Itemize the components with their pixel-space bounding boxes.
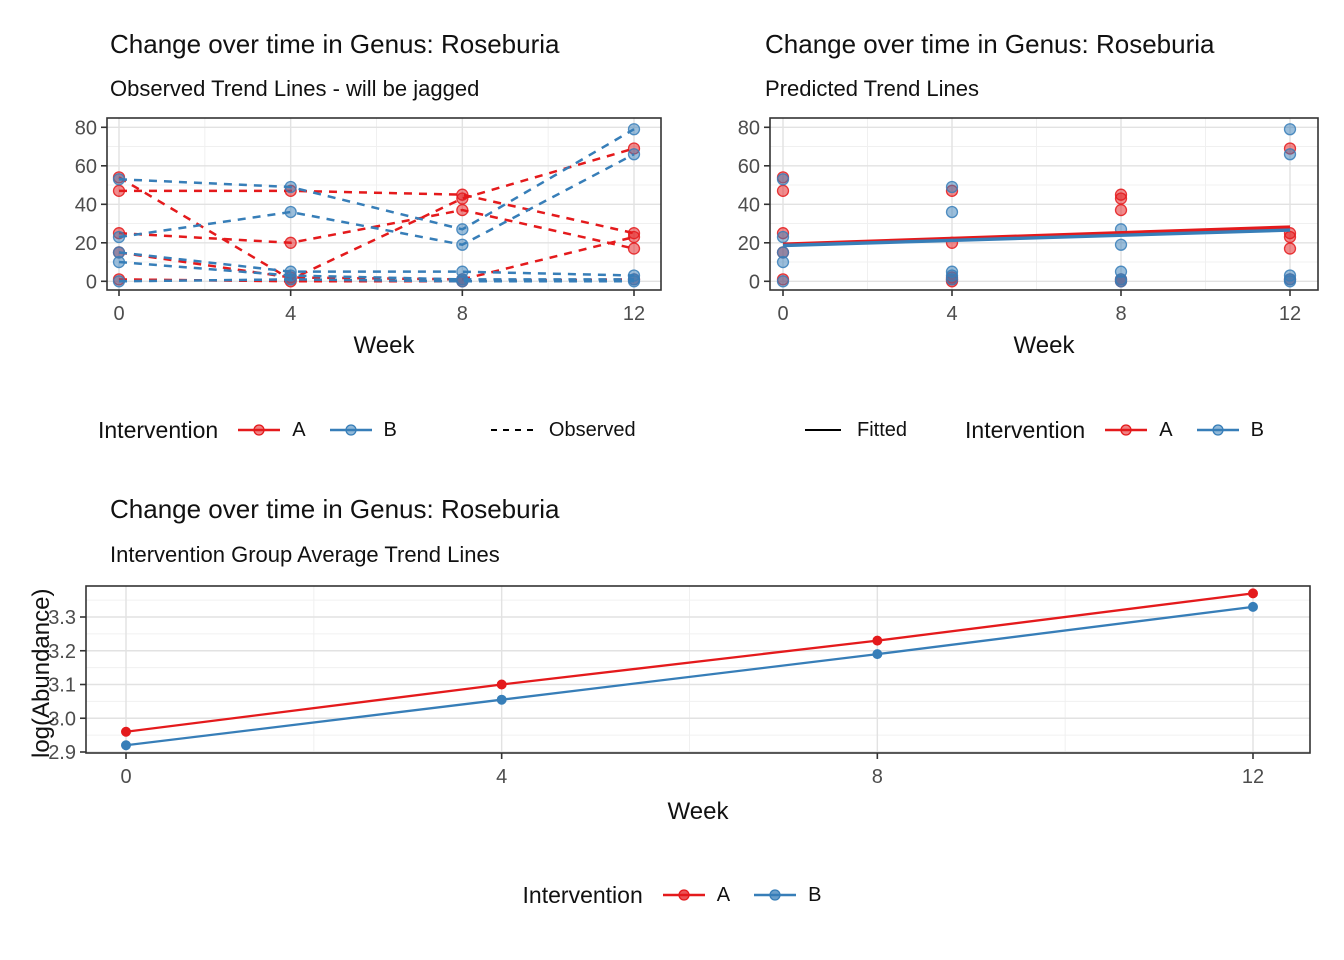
observed-xaxis-title: Week — [353, 332, 415, 359]
observed-trend-chart: 0 20 40 60 80 0 4 8 12 — [75, 117, 662, 325]
average-xaxis-title: Week — [667, 798, 729, 825]
svg-text:4: 4 — [946, 303, 957, 325]
average-chart-title: Change over time in Genus: Roseburia — [110, 494, 560, 524]
predicted-chart-subtitle: Predicted Trend Lines — [765, 76, 980, 101]
svg-text:60: 60 — [738, 156, 760, 178]
predicted-trend-chart: 0 20 40 60 80 0 4 8 12 — [738, 117, 1319, 325]
svg-text:3.2: 3.2 — [48, 641, 76, 663]
svg-text:20: 20 — [738, 233, 760, 255]
observed-chart-title: Change over time in Genus: Roseburia — [110, 29, 560, 59]
legend-key-a-icon — [662, 889, 705, 901]
svg-text:3.3: 3.3 — [48, 607, 76, 629]
svg-text:0: 0 — [777, 303, 788, 325]
observed-legend-linetype-label: Observed — [548, 418, 636, 441]
observed-chart-subtitle: Observed Trend Lines - will be jagged — [110, 76, 480, 101]
predicted-legend-fitted-label: Fitted — [857, 418, 908, 441]
average-chart-subtitle: Intervention Group Average Trend Lines — [110, 542, 500, 567]
predicted-legend-a-label: A — [1159, 418, 1173, 441]
observed-legend: Intervention A B Observed — [98, 414, 636, 446]
svg-text:12: 12 — [1242, 766, 1264, 788]
svg-text:8: 8 — [457, 303, 468, 325]
svg-text:0: 0 — [120, 766, 131, 788]
average-legend: Intervention A B — [0, 879, 1344, 911]
svg-text:60: 60 — [75, 156, 97, 178]
svg-text:12: 12 — [1279, 303, 1301, 325]
svg-text:40: 40 — [738, 194, 760, 216]
svg-text:0: 0 — [86, 271, 97, 293]
svg-text:8: 8 — [1115, 303, 1126, 325]
svg-text:4: 4 — [285, 303, 296, 325]
predicted-legend-b-label: B — [1250, 418, 1264, 441]
observed-legend-a-label: A — [292, 418, 306, 441]
svg-text:3.1: 3.1 — [48, 675, 76, 697]
predicted-legend-title: Intervention — [965, 416, 1086, 443]
svg-text:80: 80 — [738, 117, 760, 139]
predicted-chart-title: Change over time in Genus: Roseburia — [765, 29, 1215, 59]
legend-key-fitted-solid-icon — [805, 429, 841, 431]
predicted-xaxis-title: Week — [1013, 332, 1075, 359]
legend-key-a-icon — [1105, 424, 1148, 436]
average-legend-title: Intervention — [522, 881, 643, 908]
predicted-legend: Fitted Intervention A B — [803, 414, 1264, 446]
legend-key-b-icon — [754, 889, 797, 901]
svg-text:0: 0 — [113, 303, 124, 325]
average-yaxis-title: log(Abundance) — [28, 588, 55, 758]
legend-key-observed-dashed-icon — [490, 429, 533, 431]
svg-text:4: 4 — [496, 766, 507, 788]
average-legend-a-label: A — [716, 883, 731, 906]
svg-text:2.9: 2.9 — [48, 742, 76, 764]
svg-text:12: 12 — [623, 303, 645, 325]
svg-text:3.0: 3.0 — [48, 708, 76, 730]
svg-text:0: 0 — [749, 271, 760, 293]
svg-text:80: 80 — [75, 117, 97, 139]
average-legend-b-label: B — [808, 883, 822, 906]
svg-text:40: 40 — [75, 194, 97, 216]
legend-key-b-icon — [329, 424, 372, 436]
observed-legend-b-label: B — [383, 418, 397, 441]
observed-legend-title: Intervention — [98, 416, 219, 443]
svg-text:8: 8 — [872, 766, 883, 788]
legend-key-a-icon — [238, 424, 281, 436]
svg-text:20: 20 — [75, 233, 97, 255]
legend-key-b-icon — [1196, 424, 1239, 436]
